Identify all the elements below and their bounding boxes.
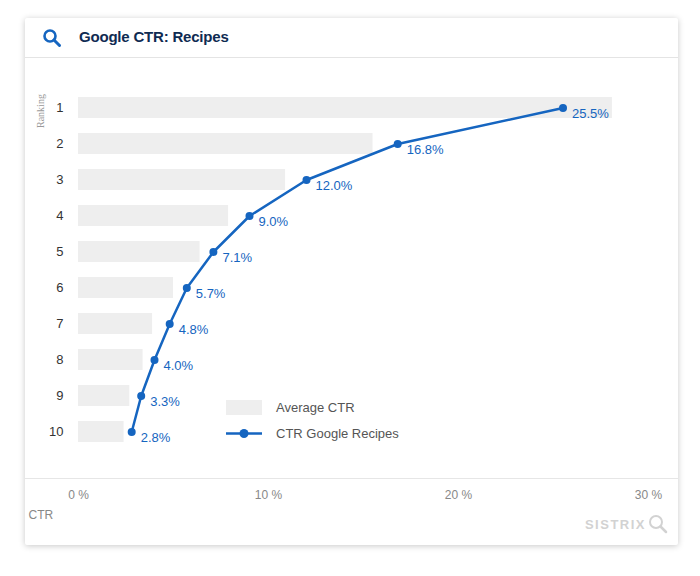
svg-text:7: 7: [56, 316, 63, 331]
svg-text:8: 8: [56, 352, 63, 367]
svg-text:3.3%: 3.3%: [150, 394, 180, 409]
svg-text:CTR: CTR: [29, 508, 54, 522]
svg-text:0 %: 0 %: [68, 488, 89, 502]
svg-text:4.0%: 4.0%: [164, 358, 194, 373]
html-text:CTR Google Recipes: CTR Google Recipes: [276, 425, 399, 441]
svg-text:4: 4: [56, 208, 63, 223]
html-text:Average CTR: Average CTR: [276, 399, 355, 415]
svg-text:10 %: 10 %: [255, 488, 283, 502]
svg-text:3: 3: [56, 172, 63, 187]
svg-text:5.7%: 5.7%: [196, 286, 226, 301]
html-text:Ranking: Ranking: [35, 94, 46, 128]
svg-text:9.0%: 9.0%: [259, 214, 289, 229]
svg-text:5: 5: [56, 244, 63, 259]
html-text:SISTRIX: SISTRIX: [584, 516, 646, 532]
html-text:Google CTR: Recipes: Google CTR: Recipes: [79, 28, 229, 45]
svg-text:20 %: 20 %: [445, 488, 473, 502]
svg-text:2: 2: [56, 136, 63, 151]
svg-text:4.8%: 4.8%: [179, 322, 209, 337]
svg-text:7.1%: 7.1%: [222, 250, 252, 265]
svg-text:30 %: 30 %: [635, 488, 663, 502]
svg-text:16.8%: 16.8%: [407, 142, 444, 157]
svg-text:12.0%: 12.0%: [316, 178, 353, 193]
svg-text:25.5%: 25.5%: [572, 106, 609, 121]
svg-text:2.8%: 2.8%: [141, 430, 171, 445]
svg-text:1: 1: [56, 100, 63, 115]
svg-text:10: 10: [49, 424, 63, 439]
svg-text:6: 6: [56, 280, 63, 295]
svg-text:9: 9: [56, 388, 63, 403]
